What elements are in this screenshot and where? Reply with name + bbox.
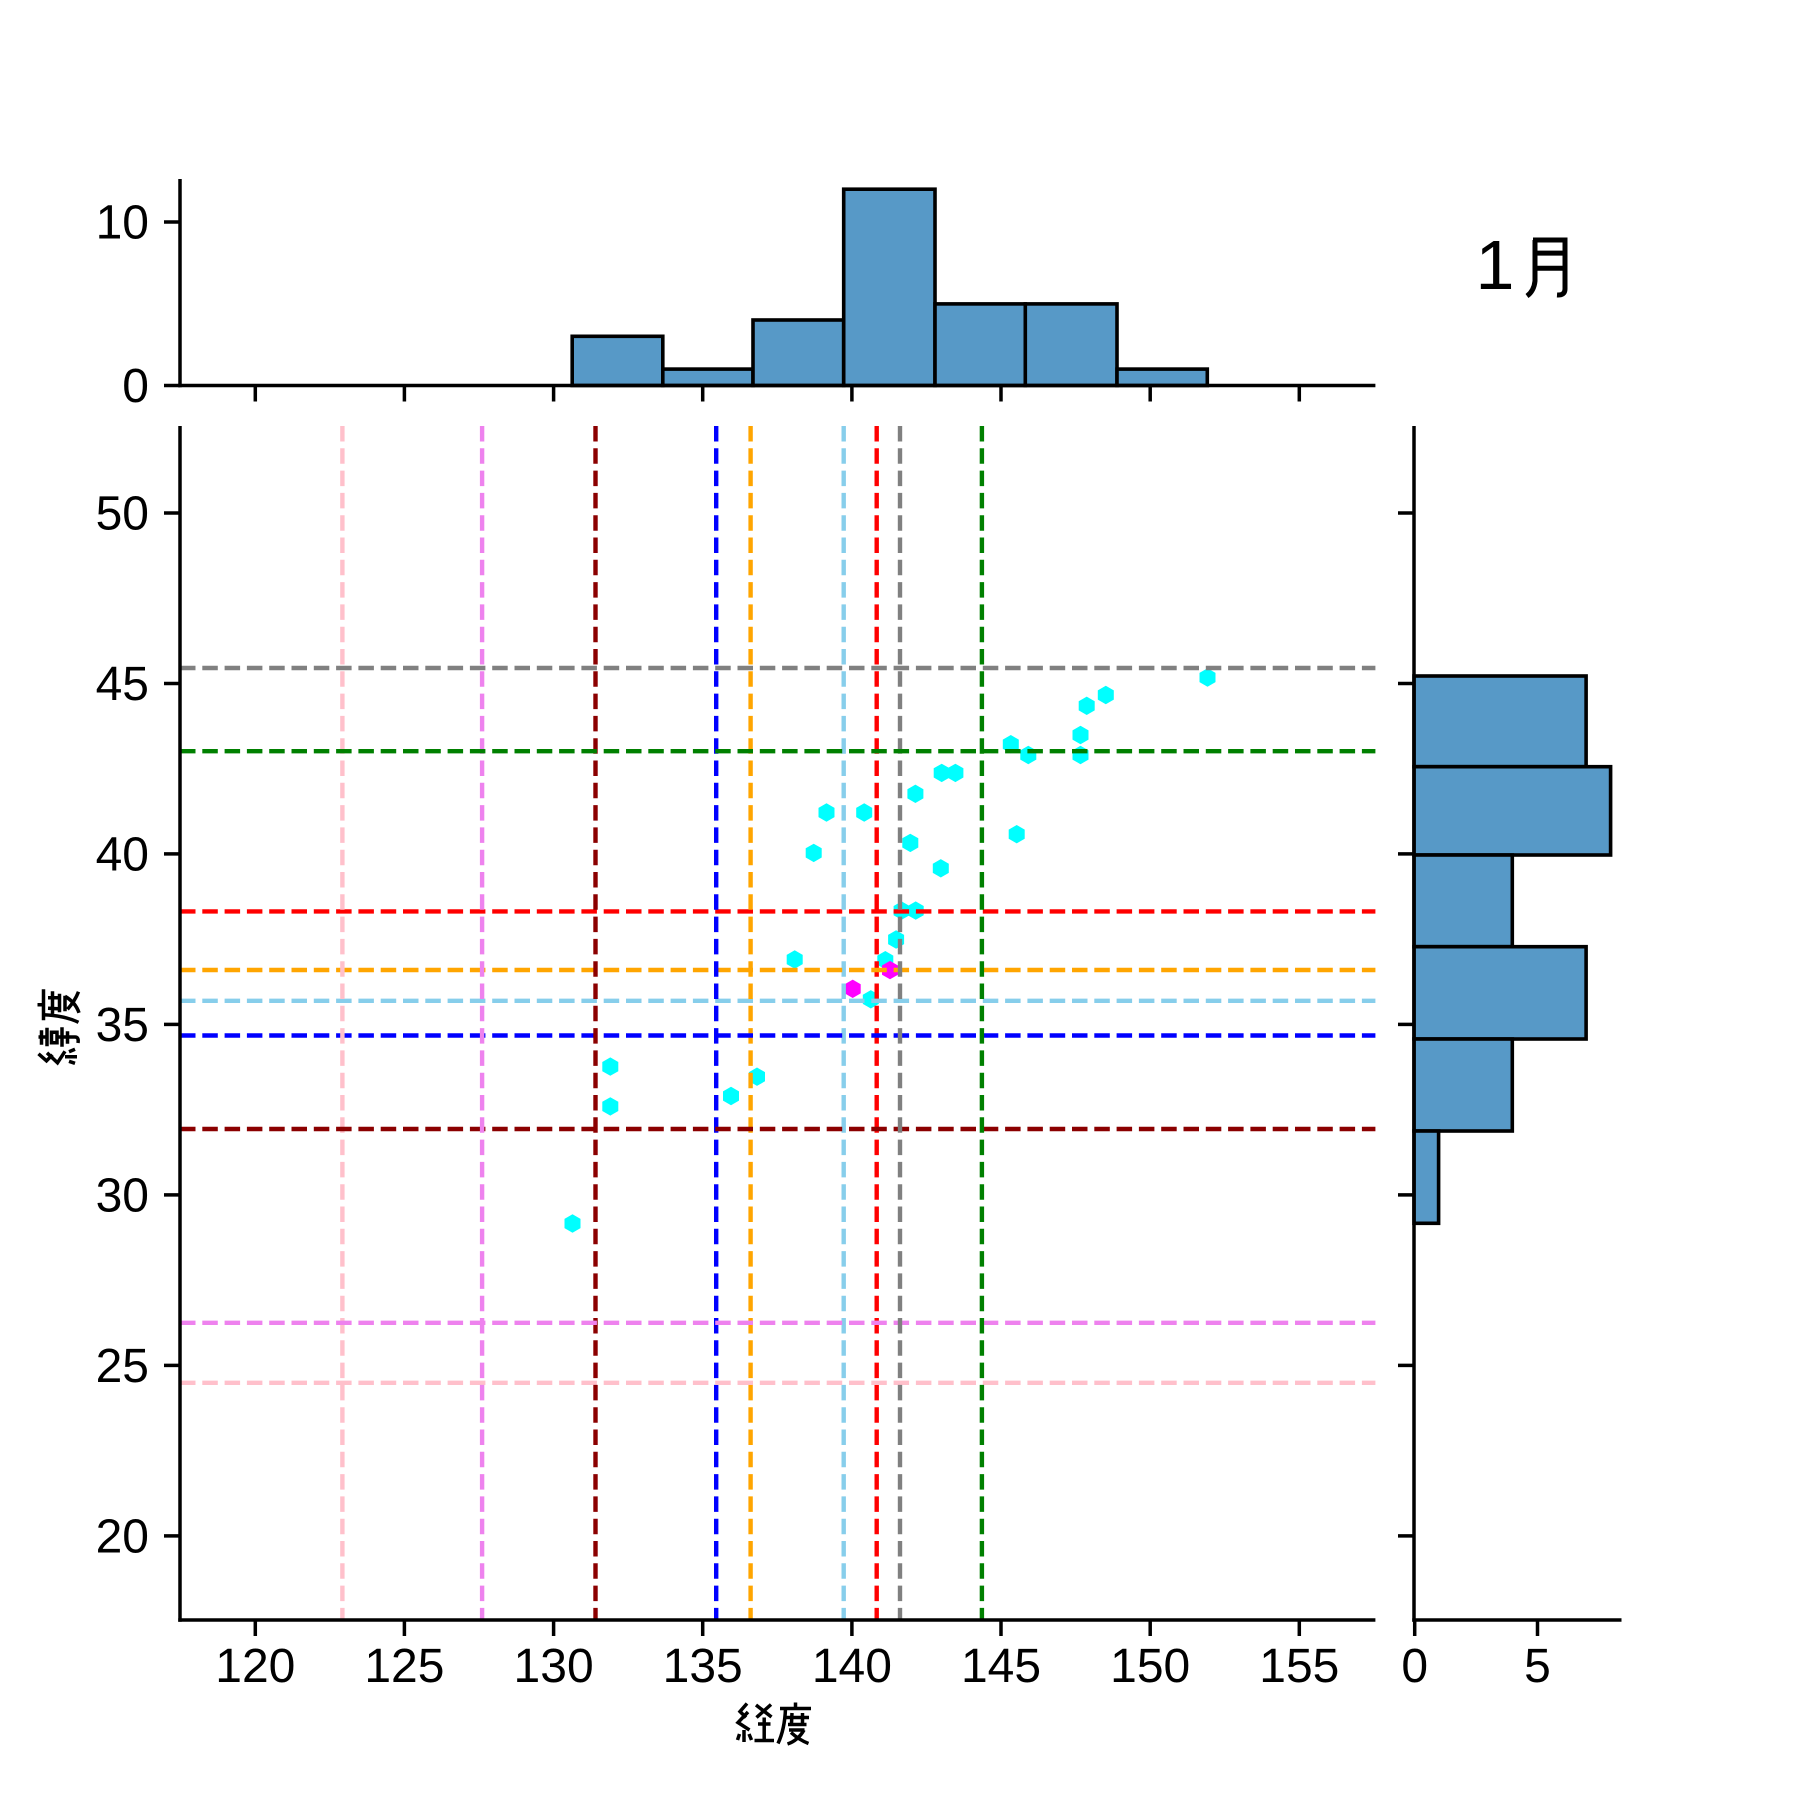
svg-text:145: 145 xyxy=(961,1640,1041,1693)
svg-text:45: 45 xyxy=(96,658,149,711)
svg-text:150: 150 xyxy=(1110,1640,1190,1693)
svg-text:155: 155 xyxy=(1259,1640,1339,1693)
svg-text:0: 0 xyxy=(122,360,149,413)
svg-text:30: 30 xyxy=(96,1169,149,1222)
svg-text:5: 5 xyxy=(1524,1640,1551,1693)
svg-text:0: 0 xyxy=(1401,1640,1428,1693)
svg-text:25: 25 xyxy=(96,1340,149,1393)
svg-text:50: 50 xyxy=(96,488,149,541)
svg-text:20: 20 xyxy=(96,1510,149,1563)
svg-text:130: 130 xyxy=(514,1640,594,1693)
svg-text:35: 35 xyxy=(96,999,149,1052)
svg-text:1: 1 xyxy=(1476,226,1515,304)
svg-text:140: 140 xyxy=(812,1640,892,1693)
svg-text:135: 135 xyxy=(663,1640,743,1693)
svg-text:125: 125 xyxy=(364,1640,444,1693)
svg-text:120: 120 xyxy=(215,1640,295,1693)
svg-text:40: 40 xyxy=(96,828,149,881)
svg-text:10: 10 xyxy=(96,197,149,250)
